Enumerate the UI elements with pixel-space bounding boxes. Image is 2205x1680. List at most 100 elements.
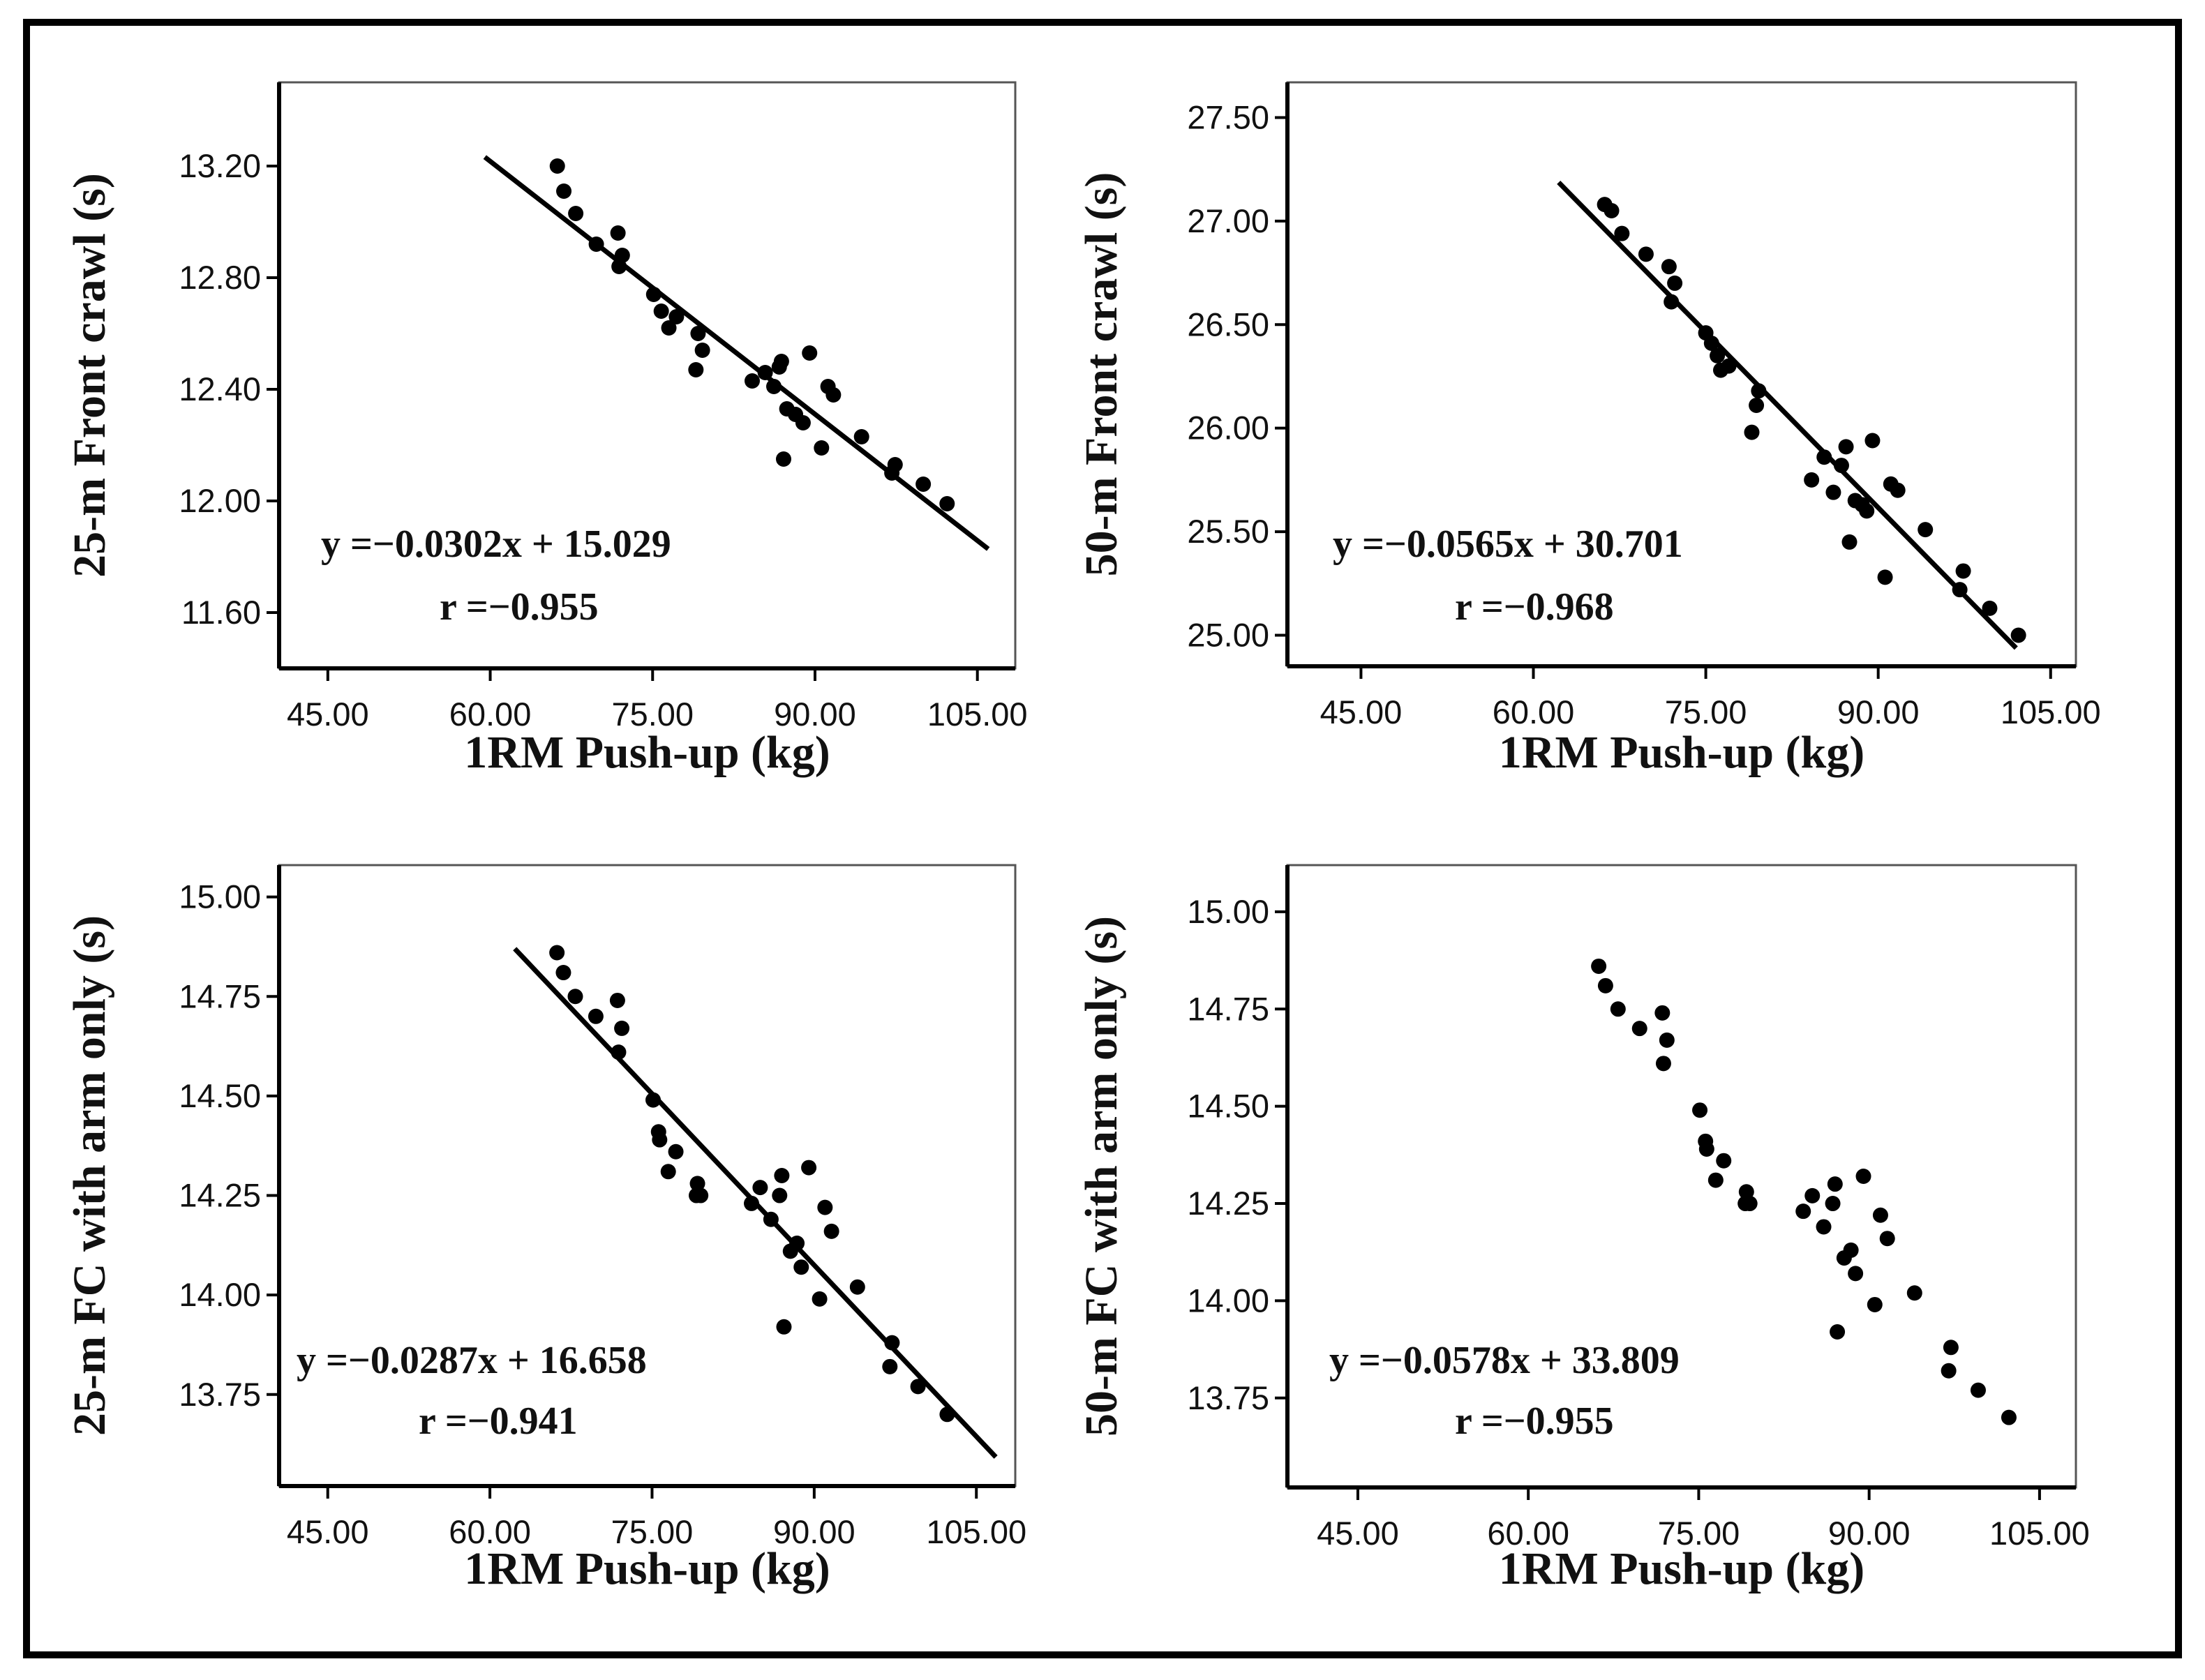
plot-area xyxy=(278,81,1017,670)
data-point xyxy=(1825,1196,1841,1212)
scatter-panel-bottom-right: 13.75 14.00 14.25 14.50 14.75 15.00 45.00 60.00… xyxy=(1076,864,2090,1594)
data-point xyxy=(1804,472,1820,488)
data-point xyxy=(882,1358,898,1374)
data-point xyxy=(689,1176,705,1192)
y-tick-label: 14.50 xyxy=(1187,1088,1269,1125)
data-point xyxy=(884,1335,900,1351)
data-point xyxy=(817,1199,833,1215)
data-point xyxy=(1859,503,1875,519)
data-point xyxy=(1716,1153,1732,1169)
data-point xyxy=(611,259,627,274)
plot-area xyxy=(278,864,1017,1487)
x-tick-label: 90.00 xyxy=(774,696,856,733)
data-point xyxy=(1827,1176,1843,1192)
data-point xyxy=(853,429,869,444)
data-point xyxy=(1918,522,1934,538)
x-tick-label: 60.00 xyxy=(449,1513,531,1550)
data-point xyxy=(801,1160,817,1176)
data-point xyxy=(1855,1169,1871,1184)
y-tick-label: 14.50 xyxy=(179,1077,261,1114)
y-axis-title: 50-m Front crawl (s) xyxy=(1076,172,1127,577)
data-point xyxy=(610,225,626,241)
x-tick-label: 90.00 xyxy=(1828,1515,1911,1552)
data-point xyxy=(1841,534,1858,550)
data-point xyxy=(1655,1056,1671,1072)
data-point xyxy=(757,365,773,380)
y-tick-label: 14.25 xyxy=(179,1177,261,1214)
regression-equation: y =−0.0287x + 16.658 xyxy=(297,1339,647,1382)
y-axis-title: 25-m FC with arm only (s) xyxy=(64,915,115,1436)
x-tick-label: 45.00 xyxy=(1317,1515,1399,1552)
data-point xyxy=(1707,1172,1724,1188)
y-tick-label: 12.80 xyxy=(179,259,261,296)
data-point xyxy=(1610,1001,1626,1017)
y-tick-label: 12.40 xyxy=(179,370,261,407)
y-tick-label: 13.75 xyxy=(1187,1379,1269,1416)
data-point xyxy=(910,1379,926,1395)
scatter-panel-top-right: 25.00 25.50 26.00 26.50 27.00 27.50 45.00 60.00… xyxy=(1076,81,2101,778)
data-point xyxy=(939,496,955,511)
data-point xyxy=(614,1020,630,1036)
y-tick-label: 15.00 xyxy=(1187,893,1269,930)
data-point xyxy=(1833,458,1849,474)
data-point xyxy=(773,354,789,369)
data-point xyxy=(2001,1409,2017,1425)
data-point xyxy=(588,1008,604,1024)
data-point xyxy=(775,451,791,467)
y-axis-title: 50-m FC with arm only (s) xyxy=(1076,916,1127,1437)
data-point xyxy=(1751,383,1767,399)
data-point xyxy=(1816,449,1832,465)
correlation-coefficient: r =−0.968 xyxy=(1455,585,1614,629)
data-point xyxy=(939,1407,955,1423)
data-point xyxy=(611,1044,627,1060)
x-tick-label: 45.00 xyxy=(1320,693,1403,730)
data-point xyxy=(1816,1219,1832,1235)
correlation-coefficient: r =−0.955 xyxy=(1455,1400,1614,1443)
data-point xyxy=(645,287,662,302)
data-point xyxy=(645,1092,662,1108)
data-point xyxy=(1721,358,1737,374)
y-tick-label: 12.00 xyxy=(179,482,261,519)
data-point xyxy=(1638,246,1654,262)
data-point xyxy=(1830,1324,1846,1340)
data-point xyxy=(1738,1184,1754,1200)
x-tick-label: 105.00 xyxy=(927,696,1028,733)
data-point xyxy=(1982,600,1998,616)
data-point xyxy=(690,326,706,341)
x-tick-label: 60.00 xyxy=(1487,1515,1569,1552)
data-point xyxy=(1838,439,1854,455)
data-point xyxy=(555,965,571,981)
data-point xyxy=(772,1187,788,1203)
data-point xyxy=(1591,958,1607,974)
y-tick-label: 15.00 xyxy=(179,878,261,915)
data-point xyxy=(568,206,584,221)
y-tick-label: 14.00 xyxy=(179,1276,261,1313)
x-tick-label: 75.00 xyxy=(611,696,694,733)
data-point xyxy=(1843,1242,1859,1258)
data-point xyxy=(1825,484,1841,500)
data-point xyxy=(1877,569,1893,585)
correlation-coefficient: r =−0.941 xyxy=(419,1400,578,1443)
data-point xyxy=(849,1279,865,1295)
data-point xyxy=(556,183,572,199)
data-point xyxy=(668,309,685,324)
data-point xyxy=(1614,225,1630,241)
regression-line xyxy=(1557,180,2018,650)
x-axis-title: 1RM Push-up (kg) xyxy=(1499,727,1864,778)
x-tick-label: 75.00 xyxy=(611,1513,694,1550)
data-point xyxy=(776,1319,792,1335)
data-point xyxy=(795,415,811,430)
data-point xyxy=(661,320,677,336)
data-point xyxy=(823,1223,839,1239)
x-axis-title: 1RM Push-up (kg) xyxy=(464,1543,830,1594)
x-tick-label: 90.00 xyxy=(1837,693,1920,730)
data-point xyxy=(1867,1296,1883,1312)
data-point xyxy=(825,387,842,403)
data-point xyxy=(609,992,625,1008)
data-point xyxy=(1906,1285,1922,1301)
data-point xyxy=(1631,1021,1647,1037)
data-point xyxy=(1795,1203,1811,1220)
data-point xyxy=(1661,259,1677,275)
data-point xyxy=(743,1195,759,1211)
